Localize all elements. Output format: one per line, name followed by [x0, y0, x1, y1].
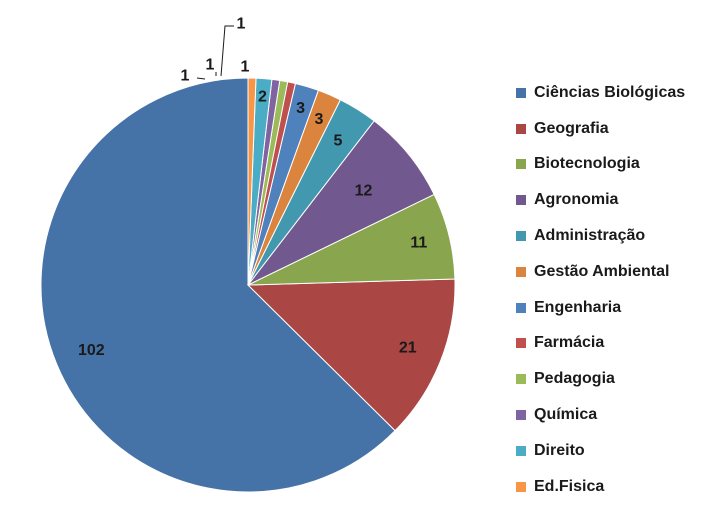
- legend-swatch: [516, 481, 526, 492]
- legend-item-9: Química: [516, 397, 685, 433]
- legend-label: Geografia: [534, 119, 609, 137]
- legend-swatch: [516, 266, 526, 277]
- data-label-10: 2: [258, 89, 267, 106]
- pie-slice-11: [247, 77, 257, 286]
- legend-swatch: [516, 231, 526, 242]
- legend-swatch: [516, 195, 526, 206]
- leader-line-7: [196, 77, 206, 80]
- legend-label: Química: [534, 406, 598, 424]
- legend-label: Direito: [534, 441, 585, 459]
- data-label-8: 1: [206, 57, 215, 74]
- legend-label: Ciências Biológicas: [534, 83, 686, 101]
- legend-swatch: [516, 338, 526, 349]
- legend-label: Agronomia: [534, 191, 619, 209]
- legend-swatch: [516, 410, 526, 421]
- legend-swatch: [516, 302, 526, 313]
- legend-label: Biotecnologia: [534, 155, 640, 173]
- data-label-11: 1: [241, 59, 250, 76]
- legend-item-0: Ciências Biológicas: [516, 75, 685, 111]
- pie-slice-0: [40, 77, 396, 493]
- data-label-9: 1: [237, 16, 246, 33]
- legend-item-11: Ed.Fisica: [516, 469, 685, 505]
- legend-label: Ed.Fisica: [534, 477, 605, 495]
- legend-swatch: [516, 87, 526, 98]
- data-label-5: 3: [314, 111, 323, 128]
- data-label-7: 1: [181, 68, 190, 85]
- data-label-3: 12: [355, 182, 373, 199]
- legend-swatch: [516, 374, 526, 385]
- legend-swatch: [516, 159, 526, 170]
- data-label-6: 3: [296, 100, 305, 117]
- pie-slice-1: [246, 278, 456, 432]
- data-label-1: 21: [399, 340, 417, 357]
- legend-label: Pedagogia: [534, 370, 615, 388]
- legend-item-6: Engenharia: [516, 290, 685, 326]
- pie-slices: [40, 77, 456, 493]
- legend-label: Farmácia: [534, 334, 605, 352]
- legend-swatch: [516, 445, 526, 456]
- data-label-0: 102: [78, 342, 105, 359]
- legend-item-3: Agronomia: [516, 182, 685, 218]
- data-label-2: 11: [410, 235, 427, 252]
- legend-item-7: Farmácia: [516, 326, 685, 362]
- chart-legend: Ciências Biológicas Geografia Biotecnologi…: [516, 75, 685, 505]
- legend-label: Gestão Ambiental: [534, 262, 670, 280]
- legend-item-1: Geografia: [516, 111, 685, 147]
- legend-label: Engenharia: [534, 298, 622, 316]
- leader-line-9: [220, 25, 234, 77]
- legend-item-2: Biotecnologia: [516, 147, 685, 183]
- legend-item-4: Administração: [516, 218, 685, 254]
- legend-item-5: Gestão Ambiental: [516, 254, 685, 290]
- legend-label: Administração: [534, 227, 646, 245]
- data-label-4: 5: [334, 133, 343, 150]
- legend-item-8: Pedagogia: [516, 361, 685, 397]
- legend-item-10: Direito: [516, 433, 685, 469]
- legend-swatch: [516, 123, 526, 134]
